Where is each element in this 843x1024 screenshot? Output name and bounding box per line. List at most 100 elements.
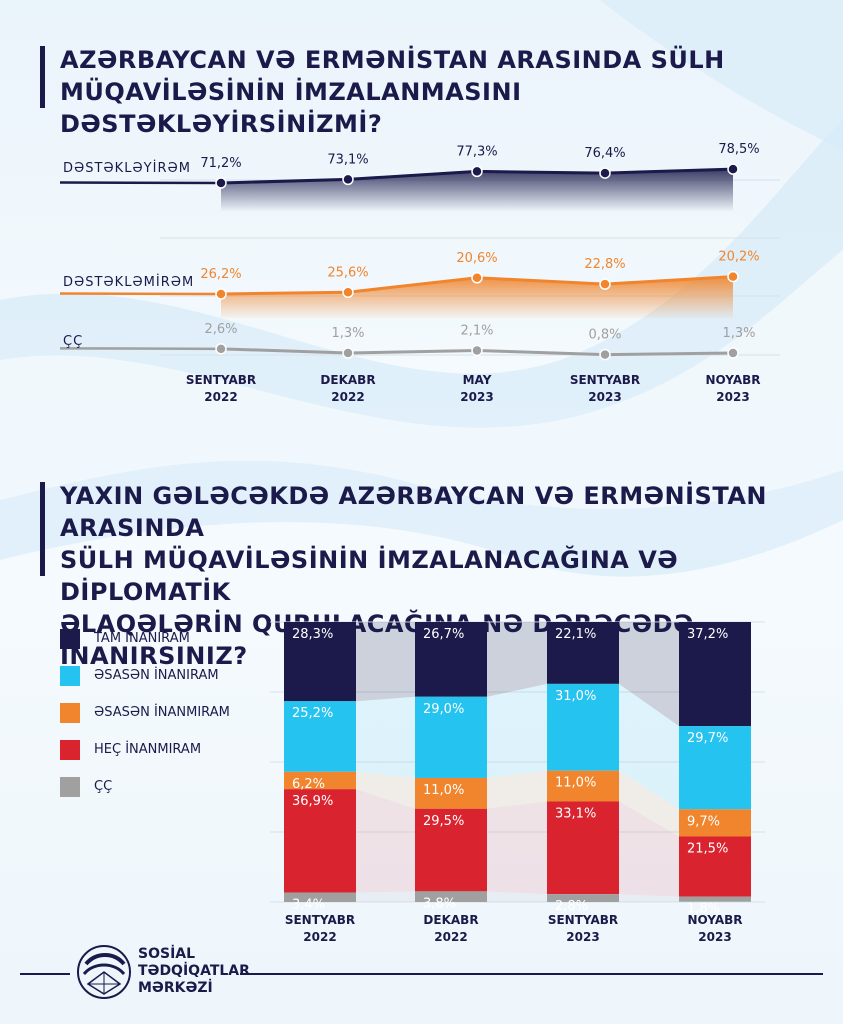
bar-ribbon [487, 683, 547, 778]
data-point [215, 288, 227, 300]
bar-ribbon [619, 770, 679, 837]
data-point [342, 173, 354, 186]
data-point [215, 177, 227, 189]
data-label: 20,2% [718, 250, 759, 265]
data-label: 78,5% [718, 142, 759, 157]
bar-value-label: 11,0% [555, 776, 596, 791]
chart1-title: AZƏRBAYCAN VƏ ERMƏNİSTAN ARASINDA SÜLH M… [60, 44, 780, 140]
chart2-legend: TAM İNANIRAM ƏSASƏN İNANIRAM ƏSASƏN İNAN… [60, 620, 230, 805]
bar-ribbon [356, 696, 415, 778]
bar-segment [547, 683, 619, 771]
bar-segment [547, 801, 619, 895]
data-label: 0,8% [588, 328, 621, 343]
footer-divider-left [20, 973, 70, 975]
bar-ribbon [487, 770, 547, 809]
legend-item-esasen-inaniram: ƏSASƏN İNANIRAM [60, 657, 230, 694]
bar-value-label: 29,5% [423, 814, 464, 829]
data-point [471, 344, 483, 357]
legend-swatch [60, 776, 80, 797]
bar-segment [415, 808, 487, 892]
belief-stacked-bar-chart: 28,3% 25,2% 6,2% 36,9% 3,4% 26,7% 29,0% 11,0% 29… [270, 621, 765, 944]
legend-swatch [60, 739, 80, 760]
x-tick-label-line1: NOYABR [705, 373, 760, 387]
legend-item-tam-inaniram: TAM İNANIRAM [60, 620, 230, 657]
bar-x-tick-line2: 2023 [566, 930, 599, 944]
x-tick-label-line1: SENTYABR [570, 373, 640, 387]
data-label: 25,6% [327, 265, 368, 280]
data-label: 1,3% [722, 326, 755, 341]
bar-value-label: 2,8% [555, 899, 588, 914]
bar-ribbon [487, 801, 547, 895]
bar-x-tick-line1: DEKABR [423, 913, 478, 927]
bar-ribbon [356, 789, 415, 893]
bar-value-label: 1,8% [687, 902, 720, 917]
bar-segment [284, 622, 356, 702]
chart1-title-line2: MÜQAVİLƏSİNİN İMZALANMASINI DƏSTƏKLƏYİRS… [60, 78, 522, 138]
bar-ribbon [356, 622, 415, 702]
bar-segment [415, 891, 487, 902]
support-line-chart: 71,2% 73,1% 77,3% 76,4% 78,5% 26,2% 25,6% 20,6%… [59, 142, 780, 404]
data-point [342, 286, 354, 299]
bar-x-tick-line1: SENTYABR [285, 913, 355, 927]
bar-ribbon [356, 891, 415, 902]
x-tick-label-line2: 2022 [331, 390, 364, 404]
bar-segment [679, 622, 751, 727]
legend-swatch [60, 702, 80, 723]
bar-ribbon [619, 894, 679, 902]
organization-name: SOSİAL TƏDQİQATLAR MƏRKƏZİ [138, 946, 250, 997]
data-label: 76,4% [584, 146, 625, 161]
bar-x-tick-line2: 2022 [303, 930, 336, 944]
bar-value-label: 28,3% [292, 627, 333, 642]
series-name-label: DƏSTƏKLƏMİRƏM [63, 274, 194, 290]
data-point [342, 347, 354, 359]
x-tick-label-line1: SENTYABR [186, 373, 256, 387]
data-point [599, 348, 611, 361]
bar-segment [679, 896, 751, 902]
bar-value-label: 33,1% [555, 806, 596, 821]
bar-segment [679, 726, 751, 810]
bar-segment [547, 770, 619, 802]
data-point [471, 165, 483, 178]
data-label: 26,2% [200, 267, 241, 282]
bar-ribbon [356, 771, 415, 809]
legend-label: ƏSASƏN İNANMIRAM [94, 705, 230, 720]
bar-segment [547, 894, 619, 902]
bar-segment [284, 892, 356, 902]
legend-label: ƏSASƏN İNANIRAM [94, 668, 219, 683]
data-label: 1,3% [331, 326, 364, 341]
legend-item-hec-inanmiram: HEÇ İNANMIRAM [60, 731, 230, 768]
series-name-label: ÇÇ [63, 334, 83, 349]
bar-x-tick-line2: 2023 [698, 930, 731, 944]
bar-value-label: 3,8% [423, 896, 456, 911]
bar-segment [547, 622, 619, 684]
series-name-label: DƏSTƏKLƏYİRƏM [63, 160, 191, 176]
org-name-line2: TƏDQİQATLAR [138, 963, 250, 979]
organization-logo-icon [77, 945, 131, 999]
bar-value-label: 9,7% [687, 814, 720, 829]
series-leader-line [59, 181, 222, 185]
bar-ribbon [487, 622, 547, 697]
bar-segment [415, 777, 487, 809]
bar-ribbon [619, 622, 679, 727]
legend-label: TAM İNANIRAM [94, 631, 190, 646]
title2-accent-bar [40, 482, 45, 576]
bar-x-tick-line1: SENTYABR [548, 913, 618, 927]
legend-swatch [60, 628, 80, 649]
bar-x-tick-line2: 2022 [434, 930, 467, 944]
legend-item-cc: ÇÇ [60, 768, 230, 805]
bar-ribbon [619, 683, 679, 810]
bar-value-label: 11,0% [423, 783, 464, 798]
data-label: 20,6% [456, 251, 497, 266]
bar-value-label: 3,4% [292, 897, 325, 912]
chart2-title-line1: YAXIN GƏLƏCƏKDƏ AZƏRBAYCAN VƏ ERMƏNİSTAN… [60, 482, 767, 542]
bar-value-label: 36,9% [292, 794, 333, 809]
data-point [599, 167, 611, 179]
bar-value-label: 26,7% [423, 627, 464, 642]
bar-value-label: 29,0% [423, 702, 464, 717]
title1-accent-bar [40, 46, 45, 108]
chart2-title-line2: SÜLH MÜQAVİLƏSİNİN İMZALANACAĞINA VƏ DİP… [60, 546, 679, 606]
bar-value-label: 22,1% [555, 627, 596, 642]
bar-value-label: 6,2% [292, 777, 325, 792]
